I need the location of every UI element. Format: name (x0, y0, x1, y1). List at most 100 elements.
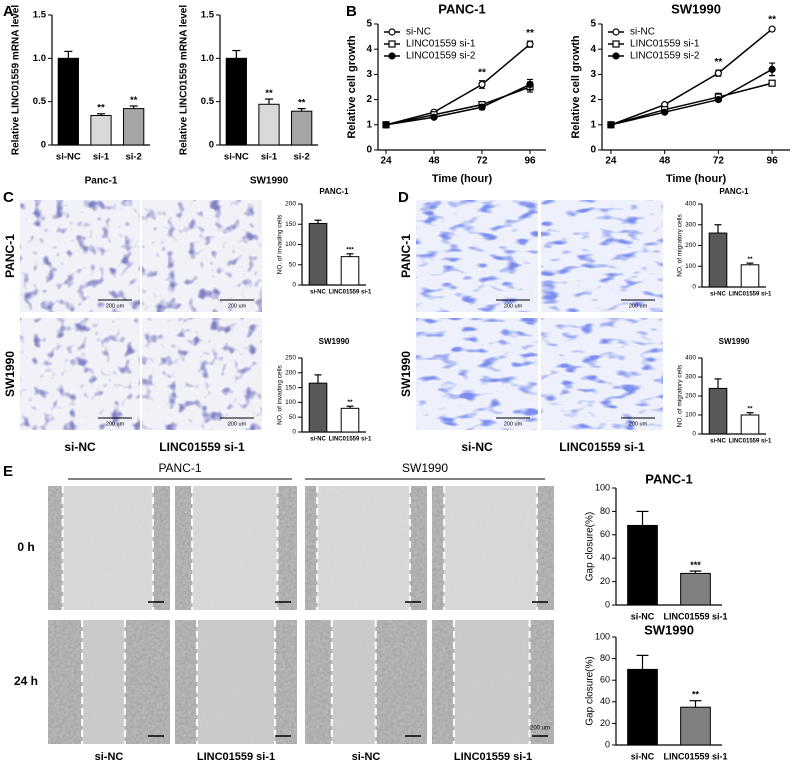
marker (526, 40, 534, 48)
scratch-gap (453, 620, 530, 744)
y-tick-label: 400 (685, 201, 696, 208)
x-tick-label: si-1 (261, 152, 278, 163)
chart-title: SW1990 (719, 337, 750, 346)
significance: ** (714, 57, 722, 68)
legend-marker (388, 28, 396, 36)
legend-label: LINC01559 si-1 (406, 39, 476, 50)
significance: ** (298, 97, 306, 108)
micro-stain (416, 200, 538, 312)
bar (680, 706, 711, 746)
legend-marker (388, 52, 396, 60)
marker (526, 80, 534, 89)
scale-bar-label: 200 um (228, 303, 247, 309)
scratch-gap (192, 486, 278, 610)
y-tick-label: 300 (685, 221, 696, 228)
row-label: SW1990 (3, 351, 17, 397)
x-tick-label: si-NC (310, 437, 326, 443)
series-line (385, 43, 531, 126)
row-label: 0 h (17, 540, 34, 554)
column-label: LINC01559 si-1 (159, 440, 245, 454)
significance: ** (747, 256, 753, 263)
significance: ** (130, 95, 138, 106)
y-axis-label: NO. of migratory cells (677, 364, 684, 427)
group-label: PANC-1 (158, 461, 201, 475)
y-tick-label: 20 (600, 718, 610, 728)
x-tick-label: si-NC (631, 611, 655, 621)
y-tick-label: 150 (285, 221, 296, 228)
marker (430, 113, 438, 121)
chart-title: PANC-1 (438, 1, 485, 16)
series-line (385, 83, 531, 126)
y-tick-label: 100 (595, 631, 610, 641)
y-tick-label: 0 (605, 739, 610, 749)
scratch-gap (62, 486, 153, 610)
micro-stain (416, 318, 538, 430)
y-tick-label: 80 (600, 653, 610, 663)
y-tick-label: 5 (366, 19, 372, 30)
significance: ** (97, 103, 105, 114)
series-line (610, 82, 773, 126)
y-tick-label: 0.5 (201, 96, 215, 107)
y-tick-label: 0 (590, 145, 596, 156)
y-tick-label: 50 (289, 414, 297, 421)
x-tick-label: si-NC (710, 439, 726, 445)
x-tick-label: 24 (605, 156, 617, 167)
x-tick-label: si-NC (631, 751, 655, 761)
y-tick-label: 3 (366, 69, 372, 80)
row-label: 24 h (14, 674, 38, 688)
y-tick-label: 20 (600, 576, 610, 586)
scratch-gap (444, 486, 537, 610)
marker (714, 69, 722, 77)
y-tick-label: 1.5 (33, 10, 47, 21)
scale-bar-label: 200 um (504, 421, 523, 427)
significance: ** (347, 399, 353, 406)
column-label: si-NC (461, 440, 493, 454)
y-tick-label: 1.5 (201, 10, 215, 21)
y-axis-label: NO. of invading cells (277, 214, 284, 274)
x-tick-label: si-1 (93, 152, 110, 163)
bar (740, 264, 760, 288)
x-tick-label: 48 (659, 156, 671, 167)
y-tick-label: 100 (685, 412, 696, 419)
y-tick-label: 60 (600, 675, 610, 685)
y-tick-label: 1 (590, 119, 596, 130)
x-tick-label: si-NC (310, 290, 326, 296)
y-tick-label: 0 (209, 140, 214, 151)
y-tick-label: 5 (590, 19, 596, 30)
y-tick-label: 1.0 (201, 53, 214, 64)
x-tick-label: 72 (713, 156, 725, 167)
bar (627, 524, 658, 606)
panel-label: C (3, 189, 14, 206)
y-tick-label: 80 (600, 506, 610, 516)
x-tick-label: LINC01559 si-1 (329, 290, 372, 296)
y-axis-label: NO. of migratory cells (677, 214, 684, 277)
x-tick-label: si-2 (293, 152, 309, 163)
legend-label: LINC01559 si-1 (630, 39, 700, 50)
scale-bar-label: 200 um (106, 421, 125, 427)
column-label: si-NC (64, 440, 96, 454)
bar (123, 108, 145, 146)
x-axis-label: Time (hour) (432, 173, 493, 185)
y-tick-label: 100 (285, 241, 296, 248)
bar (340, 407, 360, 433)
bar (708, 232, 728, 288)
legend-label: si-NC (406, 27, 431, 38)
y-tick-label: 200 (685, 242, 696, 249)
legend-marker (612, 40, 620, 48)
marker (382, 121, 390, 129)
marker (768, 25, 776, 33)
significance: ** (526, 28, 534, 39)
bar (258, 103, 280, 146)
significance: ** (768, 14, 776, 25)
y-tick-label: 60 (600, 529, 610, 539)
y-tick-label: 250 (285, 355, 296, 362)
scale-bar-label: 200 um (504, 303, 523, 309)
x-tick-label: si-NC (710, 292, 726, 298)
micro-stain (20, 318, 140, 430)
x-tick-label: LINC01559 si-1 (729, 292, 772, 298)
bar (225, 57, 247, 146)
y-tick-label: 0 (605, 599, 610, 609)
x-tick-label: si-NC (56, 152, 81, 163)
micro-stain (20, 200, 140, 312)
